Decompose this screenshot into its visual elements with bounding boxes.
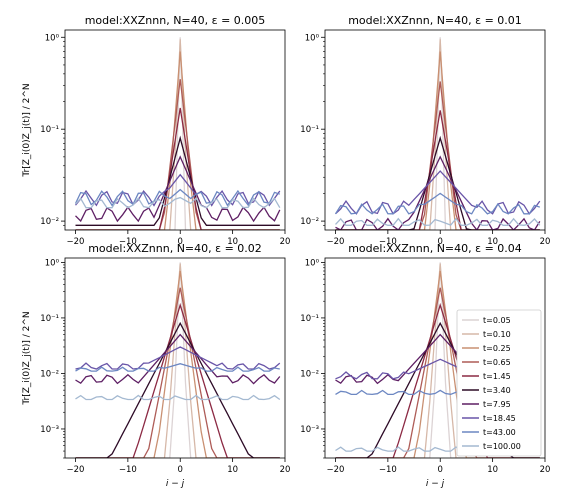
chart-title: model:XXZnnn, N=40, ε = 0.04	[348, 242, 522, 255]
legend-label: t=18.45	[483, 414, 516, 423]
series-line-t340	[75, 321, 280, 458]
y-tick-label: 10⁰	[305, 33, 320, 43]
y-tick-label: 10⁻¹	[300, 125, 319, 135]
legend-label: t=0.05	[483, 316, 511, 325]
chart-title: model:XXZnnn, N=40, ε = 0.005	[85, 14, 266, 27]
series-line-t4300	[74, 188, 280, 207]
panel-4: −20 −10 0 10 20 10⁻³ 10⁻² 10⁻¹ 10⁰ model:XXZnnn, …	[300, 242, 550, 489]
series-line-t10000	[335, 217, 541, 226]
series-line-t065	[335, 81, 540, 230]
x-tick-label: −10	[119, 237, 137, 247]
series-line-t1845	[74, 173, 281, 207]
series-line-t025	[75, 51, 280, 230]
series-line-t340	[75, 135, 280, 226]
plot-frame	[324, 257, 546, 459]
x-tick-label: 20	[280, 237, 291, 247]
legend-label: t=43.00	[483, 428, 516, 437]
y-tick-label: 10⁰	[305, 258, 320, 268]
y-tick-label: 10⁻³	[40, 425, 59, 435]
series-line-t005	[335, 37, 540, 230]
y-tick-label: 10⁰	[45, 33, 60, 43]
x-tick-label: 20	[540, 237, 551, 247]
legend-label: t=100.00	[483, 442, 521, 451]
x-tick-label: 0	[438, 465, 443, 475]
series-line-t1845	[75, 346, 281, 370]
series-line-t340	[335, 135, 540, 230]
x-tick-label: 20	[280, 465, 291, 475]
plot-frame	[64, 29, 286, 231]
series-line-t4300	[75, 363, 280, 372]
series-line-t795	[75, 155, 281, 223]
series-line-t10000	[75, 394, 281, 401]
x-tick-label: 10	[227, 237, 238, 247]
series-group	[75, 262, 281, 458]
series-line-t145	[75, 107, 280, 230]
y-tick-label: 10⁻²	[40, 217, 59, 227]
legend-label: t=7.95	[483, 400, 511, 409]
legend-label: t=0.65	[483, 358, 511, 367]
x-tick-label: −10	[119, 465, 137, 475]
plot-frame	[324, 29, 546, 231]
x-tick-label: 20	[540, 465, 551, 475]
series-line-t005	[335, 262, 540, 458]
legend-label: t=1.45	[483, 372, 511, 381]
y-tick-label: 10⁻²	[300, 217, 319, 227]
series-line-t025	[335, 51, 540, 230]
series-line-t145	[75, 302, 280, 458]
panel-2: −20 −10 0 10 20 10⁻² 10⁻¹ 10⁰ model:XXZnnn, N=40…	[300, 14, 550, 247]
plot-frame	[64, 257, 286, 459]
legend-label: t=3.40	[483, 386, 511, 395]
series-line-t005	[75, 262, 280, 458]
x-axis-label: i − j	[426, 479, 445, 489]
y-axis-label: Tr[Z_i(0)Z_j(t)] / 2^N	[22, 83, 32, 177]
x-tick-label: 10	[227, 465, 238, 475]
series-line-t065	[335, 287, 540, 458]
x-tick-label: 0	[178, 237, 183, 247]
x-axis-label: i − j	[166, 479, 185, 489]
series-line-t065	[75, 79, 280, 230]
x-tick-label: −10	[379, 465, 397, 475]
y-tick-label: 10⁻¹	[40, 314, 59, 324]
series-line-t10000	[75, 196, 281, 209]
series-line-t795	[75, 333, 281, 385]
series-line-t005	[75, 37, 280, 230]
series-line-t025	[335, 270, 540, 458]
panel-3: −20 −10 0 10 20 10⁻³ 10⁻² 10⁻¹ 10⁰ model:XXZnnn, …	[22, 242, 290, 489]
y-tick-label: 10⁻²	[300, 369, 319, 379]
x-tick-label: −10	[379, 237, 397, 247]
series-line-t025	[75, 270, 280, 458]
y-tick-label: 10⁻¹	[40, 125, 59, 135]
series-line-t010	[335, 39, 540, 230]
x-tick-label: 0	[438, 237, 443, 247]
series-group	[334, 37, 541, 230]
y-tick-label: 10⁻³	[300, 425, 319, 435]
series-line-t145	[335, 302, 540, 458]
panel-1: −20 −10 0 10 20 10⁻² 10⁻¹ 10⁰ model:XXZnnn, N=40…	[22, 14, 290, 247]
x-tick-label: −20	[326, 237, 344, 247]
legend-label: t=0.25	[483, 344, 511, 353]
y-tick-label: 10⁻¹	[300, 314, 319, 324]
series-group	[74, 37, 281, 230]
series-line-t1845	[335, 170, 541, 215]
x-tick-label: −20	[326, 465, 344, 475]
series-line-t795	[335, 155, 541, 230]
x-tick-label: −20	[66, 237, 84, 247]
chart-title: model:XXZnnn, N=40, ε = 0.01	[348, 14, 522, 27]
legend-box	[456, 309, 542, 457]
x-tick-label: 10	[487, 465, 498, 475]
series-line-t145	[335, 110, 540, 230]
x-tick-label: 10	[487, 237, 498, 247]
series-line-t4300	[334, 192, 540, 215]
y-tick-label: 10⁻²	[40, 369, 59, 379]
x-tick-label: 0	[178, 465, 183, 475]
y-tick-label: 10⁰	[45, 258, 60, 268]
legend-label: t=0.10	[483, 330, 511, 339]
series-line-t065	[75, 287, 280, 458]
chart-title: model:XXZnnn, N=40, ε = 0.02	[88, 242, 262, 255]
x-tick-label: −20	[66, 465, 84, 475]
legend: t=0.05 t=0.10 t=0.25 t=0.65 t=1.45 t=3.40 t=7.…	[456, 309, 542, 457]
y-axis-label: Tr[Z_i(0)Z_j(t)] / 2^N	[22, 311, 32, 405]
